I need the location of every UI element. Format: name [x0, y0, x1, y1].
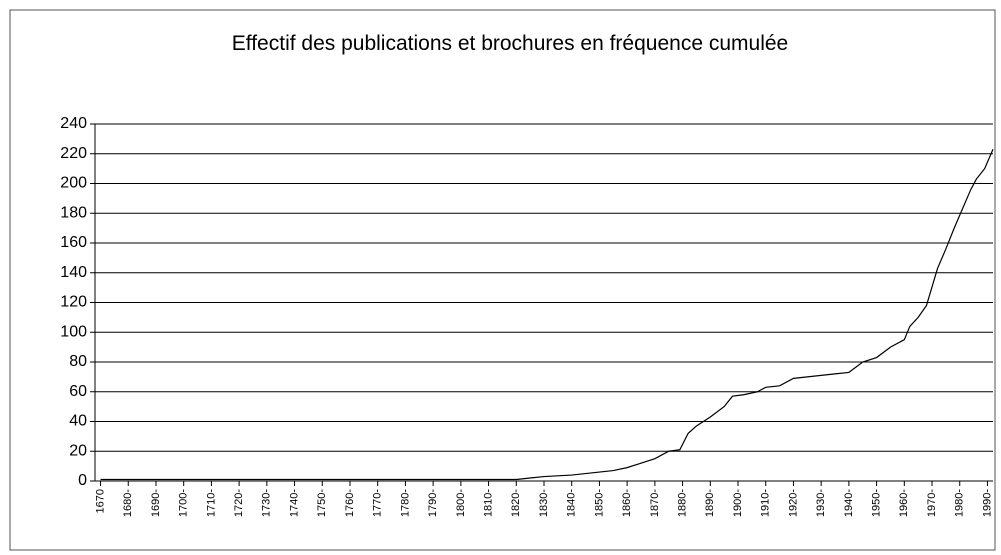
x-tick-label: 1720- — [233, 489, 245, 517]
y-tick-label: 220 — [60, 145, 87, 162]
y-tick-label: 140 — [60, 264, 87, 281]
x-tick-label: 1830- — [538, 489, 550, 517]
x-tick-label: 1810- — [482, 489, 494, 517]
x-tick-label: 1970- — [926, 489, 938, 517]
y-tick-label: 240 — [60, 115, 87, 132]
y-tick-label: 200 — [60, 175, 87, 192]
x-tick-label: 1800- — [455, 489, 467, 517]
x-tick-label: 1950- — [870, 489, 882, 517]
x-tick-label: 1780- — [399, 489, 411, 517]
y-tick-label: 0 — [78, 472, 87, 489]
y-tick-label: 160 — [60, 234, 87, 251]
x-tick-label: 1730- — [261, 489, 273, 517]
x-tick-label: 1980- — [954, 489, 966, 517]
y-tick-label: 120 — [60, 294, 87, 311]
x-tick-label: 1850- — [593, 489, 605, 517]
x-tick-label: 1870- — [649, 489, 661, 517]
x-tick-label: 1790- — [427, 489, 439, 517]
x-tick-label: 1900- — [732, 489, 744, 517]
x-tick-label: 1760- — [344, 489, 356, 517]
x-tick-label: 1920- — [787, 489, 799, 517]
x-tick-label: 1890- — [704, 489, 716, 517]
x-tick-label: 1670 — [94, 489, 106, 513]
x-tick-label: 1710- — [205, 489, 217, 517]
y-tick-label: 180 — [60, 204, 87, 221]
x-tick-label: 1960- — [898, 489, 910, 517]
x-tick-label: 1820- — [510, 489, 522, 517]
chart-frame — [9, 9, 996, 551]
data-line — [100, 149, 994, 481]
x-tick-label: 1940- — [843, 489, 855, 517]
x-tick-label: 1930- — [815, 489, 827, 517]
x-tick-label: 1680- — [122, 489, 134, 517]
y-tick-label: 100 — [60, 323, 87, 340]
x-tick-label: 1860- — [621, 489, 633, 517]
x-tick-label: 1740- — [288, 489, 300, 517]
x-tick-label: 1840- — [566, 489, 578, 517]
x-tick-label: 1690- — [150, 489, 162, 517]
x-tick-label: 1750- — [316, 489, 328, 517]
x-tick-label: 1910- — [760, 489, 772, 517]
x-tick-label: 1880- — [676, 489, 688, 517]
x-tick-label: 1990- — [981, 489, 993, 517]
y-tick-label: 20 — [69, 442, 87, 459]
y-tick-label: 40 — [69, 413, 87, 430]
chart-title: Effectif des publications et brochures e… — [232, 32, 788, 55]
x-tick-label: 1700- — [178, 489, 190, 517]
y-tick-label: 60 — [69, 383, 87, 400]
x-tick-label: 1770- — [372, 489, 384, 517]
y-tick-label: 80 — [69, 353, 87, 370]
